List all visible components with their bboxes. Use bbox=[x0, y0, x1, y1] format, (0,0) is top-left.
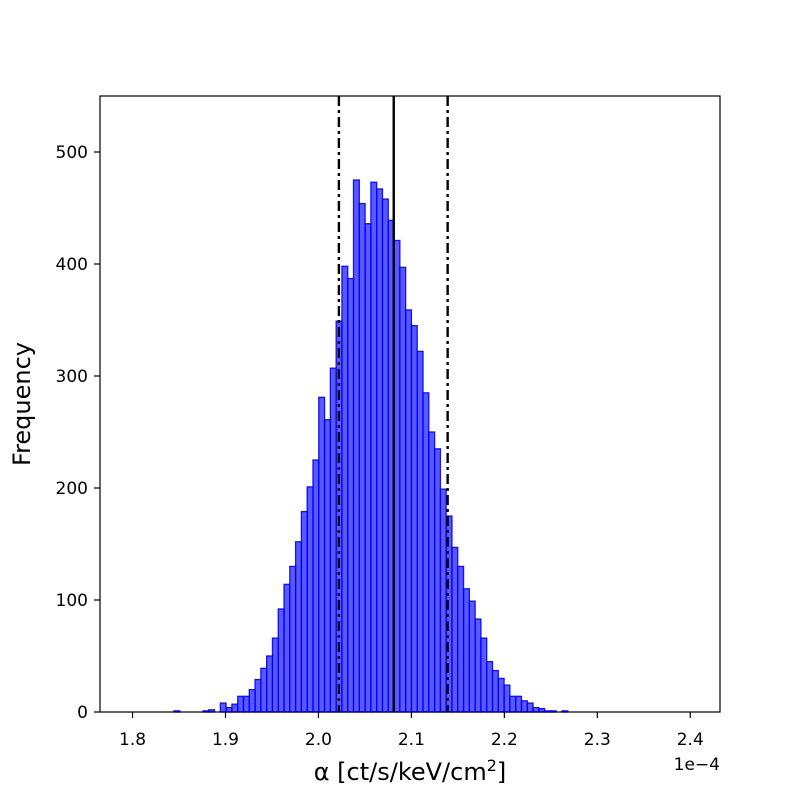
histogram-bar bbox=[462, 588, 470, 713]
histogram-bar bbox=[497, 677, 505, 713]
histogram-bar bbox=[370, 181, 378, 713]
histogram-bar bbox=[260, 667, 268, 713]
histogram-bar bbox=[404, 309, 413, 713]
histogram-bar bbox=[491, 669, 499, 713]
histogram-bar bbox=[231, 703, 239, 713]
histogram-bar bbox=[347, 277, 355, 713]
histogram-bar bbox=[416, 350, 424, 713]
x-tick-label: 2.1 bbox=[398, 730, 425, 750]
y-tick-label: 500 bbox=[56, 143, 88, 163]
histogram-bar bbox=[509, 695, 517, 713]
histogram-bar bbox=[422, 392, 430, 713]
histogram-bar bbox=[329, 367, 337, 713]
y-tick-label: 300 bbox=[56, 367, 88, 387]
histogram-bar bbox=[237, 695, 245, 713]
histogram-bar bbox=[457, 565, 465, 713]
histogram-bar bbox=[318, 396, 326, 713]
histogram-bar bbox=[254, 678, 262, 713]
x-tick-label: 2.2 bbox=[491, 730, 518, 750]
y-axis-label: Frequency bbox=[8, 342, 36, 466]
reference-lines-layer bbox=[337, 96, 449, 712]
bars-layer bbox=[173, 179, 569, 713]
x-tick-label: 1.8 bbox=[119, 730, 146, 750]
x-ticks: 1.8 1.9 2.0 2.1 2.2 2.3 2.4 bbox=[119, 712, 704, 750]
histogram-bar bbox=[468, 600, 476, 713]
histogram-bar bbox=[433, 448, 442, 713]
y-tick-label: 200 bbox=[56, 479, 88, 499]
histogram-bar bbox=[266, 655, 274, 713]
histogram-bar bbox=[323, 419, 332, 713]
histogram-bar bbox=[410, 324, 418, 713]
histogram-bar bbox=[248, 688, 256, 713]
histogram-bar bbox=[300, 510, 308, 713]
histogram-bar bbox=[242, 695, 250, 713]
histogram-bar bbox=[428, 431, 436, 713]
y-tick-label: 0 bbox=[77, 703, 88, 723]
x-tick-label: 2.3 bbox=[584, 730, 611, 750]
histogram-bar bbox=[526, 702, 534, 713]
x-tick-label: 1.9 bbox=[212, 730, 239, 750]
histogram-bar bbox=[532, 706, 540, 713]
x-axis-label-superscript: 2 bbox=[487, 756, 497, 775]
histogram-bar bbox=[289, 565, 297, 713]
y-tick-label: 100 bbox=[56, 591, 88, 611]
histogram-bar bbox=[520, 700, 528, 713]
histogram-bar bbox=[503, 684, 511, 713]
histogram-bar bbox=[399, 266, 407, 713]
histogram-bar bbox=[474, 618, 482, 713]
histogram-bar bbox=[312, 459, 320, 713]
y-ticks: 0 100 200 300 400 500 bbox=[56, 143, 100, 723]
x-tick-label: 2.0 bbox=[305, 730, 332, 750]
histogram-bar bbox=[364, 223, 372, 713]
histogram-bar bbox=[381, 198, 389, 713]
histogram-bar bbox=[451, 546, 459, 713]
x-axis-offset-text: 1e−4 bbox=[674, 755, 720, 775]
x-axis-label-main: α [ct/s/keV/cm bbox=[314, 758, 487, 786]
histogram-bar bbox=[219, 702, 227, 713]
histogram-bar bbox=[439, 488, 447, 713]
x-axis-label: α [ct/s/keV/cm2] bbox=[314, 756, 507, 787]
x-tick-label: 2.4 bbox=[677, 730, 704, 750]
plot-frame bbox=[99, 95, 721, 713]
histogram-bar bbox=[358, 202, 366, 713]
x-axis-label-end: ] bbox=[497, 758, 506, 786]
histogram-bar bbox=[486, 660, 494, 713]
histogram-bar bbox=[294, 541, 303, 713]
histogram-bar bbox=[515, 695, 523, 713]
histogram-bar bbox=[376, 188, 384, 713]
histogram-bar bbox=[277, 608, 285, 713]
histogram-bar bbox=[306, 486, 314, 713]
histogram-bar bbox=[341, 265, 349, 713]
histogram-bar bbox=[352, 179, 360, 713]
histogram-bar bbox=[283, 583, 291, 713]
y-tick-label: 400 bbox=[56, 255, 88, 275]
histogram-bar bbox=[225, 706, 233, 713]
histogram-bar bbox=[271, 637, 279, 713]
histogram-bar bbox=[480, 637, 488, 713]
